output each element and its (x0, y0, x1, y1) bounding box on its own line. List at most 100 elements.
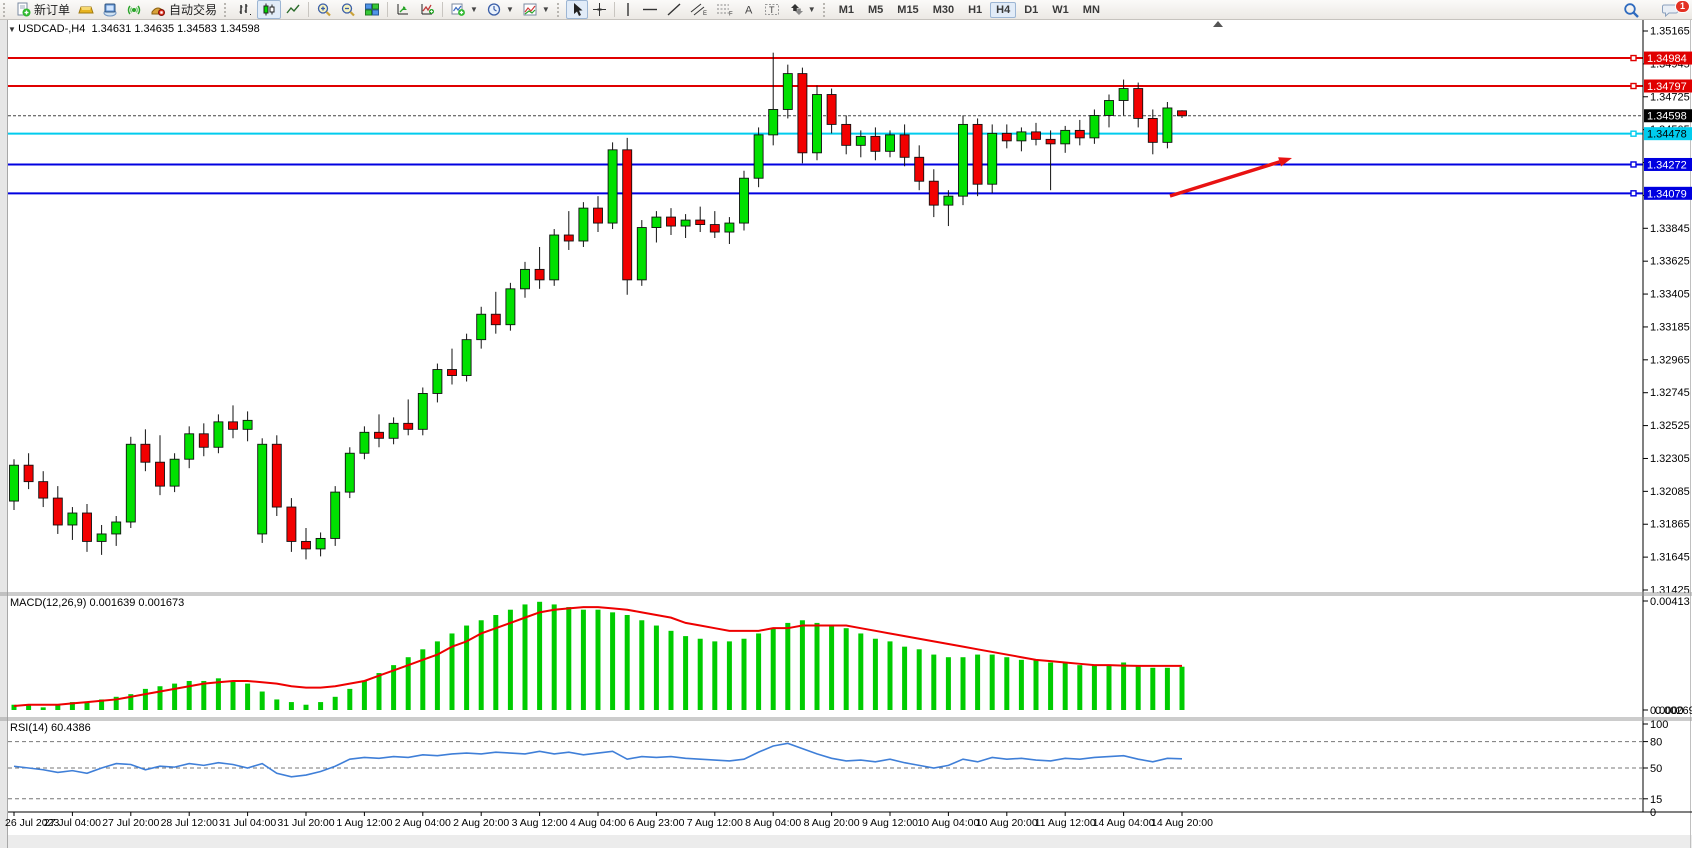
line-chart-mode-button[interactable] (281, 0, 305, 19)
toolbar-drag-handle[interactable] (3, 2, 10, 17)
price-axis[interactable]: 1.351651.349451.347251.345051.342851.340… (1642, 20, 1692, 812)
candle-body (82, 512, 92, 542)
price-axis-tick-label: 1.33845 (1650, 223, 1690, 235)
autotrading-button[interactable]: 自动交易 (146, 0, 221, 19)
macd-histogram-bar (347, 688, 353, 710)
zoom-out-icon (340, 2, 356, 17)
hline-price-label-box (1644, 157, 1692, 171)
chart-symbol-header[interactable]: ▼ USDCAD-,H4 1.34631 1.34635 1.34583 1.3… (8, 23, 260, 35)
macd-histogram-bar (464, 625, 470, 710)
candle-body (213, 421, 224, 448)
candle-body (374, 431, 384, 439)
timeframe-button-m15[interactable]: M15 (897, 3, 919, 16)
toolbar-drag-handle[interactable] (822, 2, 830, 17)
cursor-tool-button[interactable] (565, 0, 588, 19)
macd-indicator-label: MACD(12,26,9) 0.001639 0.001673 (10, 597, 185, 609)
candle-body (257, 443, 268, 535)
timeframe-button-h1[interactable]: H1 (968, 3, 983, 16)
text-tool-button[interactable]: A (738, 0, 760, 19)
indicator-window-button[interactable] (391, 0, 415, 19)
chart-dropdown-icon[interactable]: ▼ (8, 25, 19, 34)
indicator-list-button[interactable] (415, 0, 439, 19)
candle-body (1177, 110, 1187, 117)
candlestick-mode-button[interactable] (257, 0, 282, 19)
macd-histogram-bar (405, 657, 411, 710)
chart-shift-marker-icon[interactable] (1213, 21, 1223, 27)
add-indicator-button[interactable]: ▼ (446, 0, 482, 19)
hline-price-label: 1.34478 (1647, 129, 1687, 141)
text-label-icon: T (764, 2, 780, 17)
price-axis-tick-label: 1.31645 (1650, 552, 1690, 564)
hline-handle[interactable] (1630, 130, 1637, 137)
timeframe-button-w1[interactable]: W1 (1052, 3, 1069, 16)
zoom-out-button[interactable] (336, 0, 360, 19)
hline-handle[interactable] (1630, 54, 1637, 62)
macd-histogram-bar (639, 620, 645, 710)
timeframe-button-d1[interactable]: D1 (1024, 3, 1039, 16)
template-button[interactable]: ▼ (518, 0, 554, 19)
text-label-tool-button[interactable]: T (760, 0, 784, 19)
candle-body (228, 421, 238, 430)
macd-histogram-bar (201, 680, 207, 710)
hline-handle[interactable] (1630, 82, 1637, 90)
hline-handle[interactable] (1630, 190, 1637, 197)
macd-histogram-bar (580, 609, 586, 710)
candle-body (476, 313, 487, 341)
current-price-label: 1.34598 (1647, 111, 1687, 123)
market-watch-button[interactable] (98, 0, 122, 19)
time-axis-label: 27 Jul 20:00 (102, 817, 159, 829)
time-axis-label: 8 Aug 20:00 (804, 817, 860, 829)
candle-body (417, 393, 428, 430)
time-axis-label: 27 Jul 04:00 (44, 817, 101, 829)
vertical-line-tool-button[interactable] (618, 0, 638, 19)
new-order-button[interactable]: 新订单 (12, 0, 74, 19)
time-axis-label: 14 Aug 20:00 (1151, 817, 1213, 829)
timeframe-button-m30[interactable]: M30 (932, 3, 955, 16)
toolbar-drag-handle[interactable] (556, 2, 564, 17)
chat-button[interactable]: 1 (1658, 0, 1690, 19)
price-axis-tick-label: 1.34725 (1650, 91, 1690, 103)
arrow-head (1278, 157, 1292, 167)
candle-body (870, 135, 881, 152)
arrows-tool-button[interactable]: ▼ (784, 0, 820, 19)
window-splitter[interactable] (0, 19, 7, 848)
candle-body (461, 339, 472, 376)
macd-histogram-bar (945, 657, 951, 710)
macd-histogram-bar (1179, 666, 1185, 710)
period-button[interactable]: ▼ (482, 0, 518, 19)
bar-chart-mode-button[interactable] (233, 0, 257, 19)
trendline-tool-button[interactable] (662, 0, 686, 19)
chart-profile-button[interactable] (74, 0, 98, 19)
tile-windows-button[interactable] (360, 0, 384, 19)
arrow-annotation[interactable] (1169, 157, 1292, 198)
time-axis-label: 7 Aug 12:00 (687, 817, 743, 829)
signals-button[interactable] (122, 0, 146, 19)
macd-histogram-bar (157, 686, 163, 710)
macd-histogram-bar (186, 680, 192, 710)
search-button[interactable] (1619, 0, 1644, 19)
new-order-icon (16, 2, 31, 17)
hline-handle[interactable] (1630, 161, 1637, 168)
line-chart-icon (285, 2, 301, 17)
horizontal-line-tool-button[interactable] (638, 0, 662, 19)
macd-histogram-bar (1048, 662, 1054, 710)
toolbar-drag-handle[interactable] (224, 2, 231, 17)
fibonacci-tool-button[interactable]: F (712, 0, 738, 19)
zoom-in-button[interactable] (312, 0, 336, 19)
price-axis-tick-label: 1.33625 (1650, 256, 1690, 268)
candle-body (286, 506, 297, 542)
crosshair-tool-button[interactable] (588, 0, 611, 19)
timeframe-button-mn[interactable]: MN (1082, 3, 1100, 16)
autotrading-label: 自动交易 (169, 3, 218, 17)
rsi-axis-label: 50 (1650, 763, 1662, 775)
macd-histogram-bar (726, 641, 732, 710)
timeframe-button-m1[interactable]: M1 (838, 3, 854, 16)
timeframe-button-m5[interactable]: M5 (868, 3, 884, 16)
clock-icon (486, 2, 502, 17)
candle-body (403, 422, 414, 430)
channel-tool-button[interactable]: E (686, 0, 712, 19)
timeframe-button-h4[interactable]: H4 (990, 1, 1017, 18)
svg-text:A: A (745, 5, 753, 17)
